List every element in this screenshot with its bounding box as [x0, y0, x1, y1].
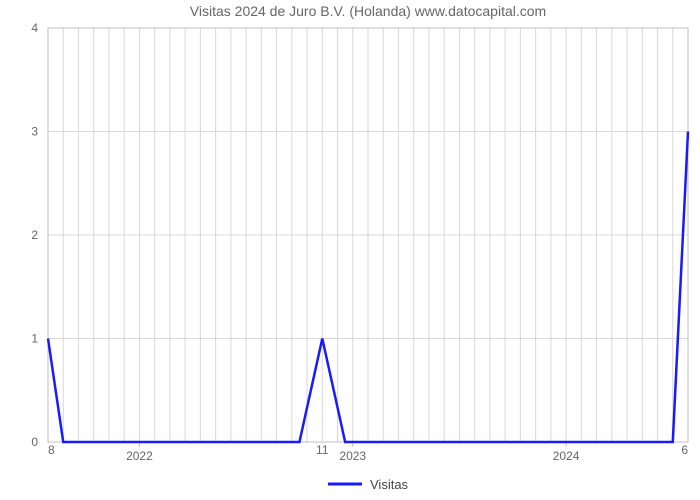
x-year-label: 2022 — [126, 449, 153, 463]
x-year-label: 2023 — [339, 449, 366, 463]
legend-label: Visitas — [370, 477, 409, 492]
y-tick-label: 1 — [31, 332, 38, 346]
chart-title: Visitas 2024 de Juro B.V. (Holanda) www.… — [190, 3, 546, 19]
x-secondary-label: 11 — [316, 443, 329, 457]
y-tick-label: 4 — [31, 21, 38, 35]
y-tick-label: 2 — [31, 228, 38, 242]
chart-svg: Visitas 2024 de Juro B.V. (Holanda) www.… — [0, 0, 700, 500]
visits-line-chart: Visitas 2024 de Juro B.V. (Holanda) www.… — [0, 0, 700, 500]
y-tick-label: 0 — [31, 435, 38, 449]
y-tick-label: 3 — [31, 125, 38, 139]
x-secondary-label: 8 — [48, 443, 55, 457]
x-year-label: 2024 — [553, 449, 580, 463]
x-secondary-label: 6 — [681, 443, 688, 457]
